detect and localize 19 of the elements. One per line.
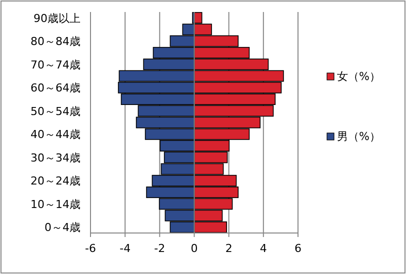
y-tick-label: 30～34歳 — [30, 151, 80, 164]
y-tick-label: 20～24歳 — [30, 174, 80, 188]
y-tick-label: 60～64歳 — [30, 82, 80, 95]
x-tick-label: 2 — [225, 242, 232, 255]
x-tick-label: -2 — [154, 242, 166, 255]
legend-label: 男（%） — [337, 130, 380, 143]
y-tick-label: 70～74歳 — [30, 58, 80, 72]
y-tick-label: 40～44歳 — [30, 128, 80, 142]
x-tick-label: 6 — [294, 242, 302, 255]
y-tick-label: 90歳以上 — [34, 12, 80, 25]
y-tick-label: 0～4歳 — [44, 221, 80, 234]
x-tick-label: -6 — [85, 242, 96, 255]
y-tick-label: 10～14歳 — [30, 198, 80, 211]
x-tick-label: 0 — [190, 242, 198, 255]
y-tick-label: 50～54歳 — [30, 104, 80, 118]
y-tick-label: 80～84歳 — [30, 35, 80, 48]
legend-label: 女（%） — [337, 70, 380, 83]
x-tick-label: -4 — [120, 242, 131, 255]
x-tick-label: 4 — [260, 242, 267, 255]
